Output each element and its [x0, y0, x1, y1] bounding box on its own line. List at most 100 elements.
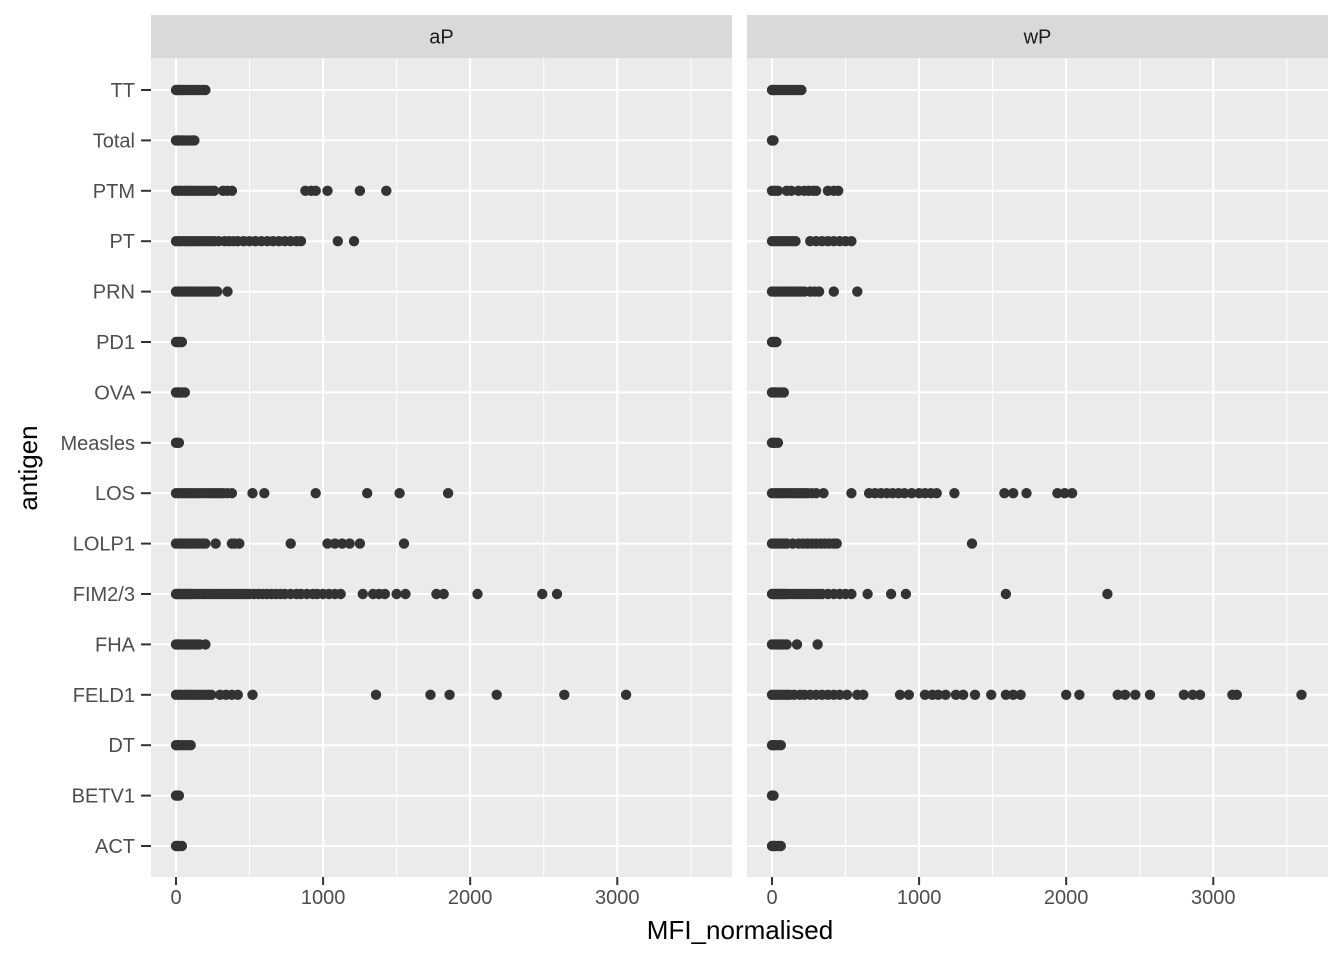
- panel-background: [151, 58, 732, 877]
- data-point: [1015, 689, 1026, 700]
- data-point: [444, 689, 455, 700]
- panels-layer: aP 0 1000 2000 3000 wP 0 1000 2000 3000: [151, 15, 1328, 909]
- data-point: [210, 538, 221, 549]
- data-point: [775, 840, 786, 852]
- data-point: [813, 286, 825, 297]
- data-point: [394, 488, 405, 499]
- data-point: [1178, 689, 1190, 700]
- data-point: [1296, 689, 1307, 700]
- data-point: [491, 689, 502, 700]
- data-point: [206, 689, 217, 700]
- data-point: [834, 689, 845, 700]
- data-point: [1187, 689, 1198, 700]
- data-point: [200, 639, 211, 650]
- data-point: [209, 185, 220, 196]
- data-point: [234, 538, 245, 549]
- data-point: [931, 488, 942, 499]
- data-point: [1000, 588, 1012, 600]
- data-point: [442, 488, 454, 499]
- data-point: [858, 689, 869, 700]
- data-point: [185, 740, 196, 751]
- y-tick-label: FELD1: [73, 685, 135, 707]
- x-tick-label: 0: [170, 887, 181, 909]
- data-point: [781, 639, 792, 650]
- data-point: [620, 689, 632, 700]
- data-point: [772, 437, 784, 448]
- y-tick-label: Total: [93, 130, 135, 152]
- panel-aP: aP 0 1000 2000 3000: [151, 15, 732, 909]
- data-point: [958, 689, 969, 700]
- data-point: [828, 286, 839, 297]
- y-axis-title: antigen: [13, 425, 43, 510]
- data-point: [354, 538, 366, 549]
- data-point: [1102, 588, 1113, 600]
- data-point: [846, 236, 857, 247]
- data-point: [1021, 488, 1032, 499]
- y-tick-label: Measles: [61, 433, 135, 455]
- data-point: [966, 538, 978, 549]
- data-point: [295, 236, 307, 247]
- data-point: [226, 185, 238, 196]
- data-point: [232, 689, 243, 700]
- data-point: [900, 588, 912, 600]
- data-point: [179, 387, 190, 398]
- data-point: [176, 336, 188, 348]
- data-point: [796, 84, 807, 96]
- data-point: [899, 488, 910, 499]
- data-point: [903, 689, 914, 700]
- data-point: [1130, 689, 1141, 700]
- data-point: [810, 185, 822, 196]
- data-point: [551, 588, 563, 600]
- data-point: [431, 588, 442, 600]
- data-point: [906, 488, 917, 499]
- data-point: [852, 286, 863, 297]
- data-point: [1144, 689, 1156, 700]
- data-point: [846, 588, 857, 600]
- data-point: [1194, 689, 1206, 700]
- data-point: [200, 538, 211, 549]
- data-point: [986, 689, 997, 700]
- data-point: [1052, 488, 1063, 499]
- points-layer: [766, 84, 1307, 852]
- data-point: [885, 588, 897, 600]
- data-point: [999, 488, 1010, 499]
- data-point: [833, 185, 844, 196]
- data-point: [846, 488, 857, 499]
- x-tick-label: 3000: [595, 887, 640, 909]
- data-point: [362, 488, 373, 499]
- data-point: [247, 689, 258, 700]
- data-point: [772, 185, 784, 196]
- data-point: [379, 588, 391, 600]
- data-point: [381, 185, 392, 196]
- data-point: [344, 538, 355, 549]
- data-point: [189, 135, 200, 146]
- data-point: [1231, 689, 1243, 700]
- data-point: [771, 336, 782, 348]
- data-point: [332, 236, 343, 247]
- x-tick-label: 1000: [301, 887, 346, 909]
- data-point: [1008, 488, 1019, 499]
- data-point: [818, 488, 829, 499]
- data-point: [222, 286, 233, 297]
- data-point: [768, 790, 779, 801]
- data-point: [259, 488, 270, 499]
- facet-strip: [747, 15, 1328, 58]
- data-point: [940, 689, 951, 700]
- data-point: [862, 588, 873, 600]
- data-point: [247, 488, 258, 499]
- data-point: [537, 588, 548, 600]
- data-point: [831, 538, 842, 549]
- data-point: [559, 689, 570, 700]
- data-point: [1008, 689, 1019, 700]
- data-point: [425, 689, 436, 700]
- y-tick-label: LOS: [95, 483, 135, 505]
- data-point: [391, 588, 402, 600]
- x-tick-label: 0: [766, 887, 777, 909]
- data-point: [354, 185, 366, 196]
- x-tick-label: 3000: [1191, 887, 1236, 909]
- x-tick-label: 2000: [448, 887, 493, 909]
- data-point: [919, 689, 931, 700]
- data-point: [1074, 689, 1085, 700]
